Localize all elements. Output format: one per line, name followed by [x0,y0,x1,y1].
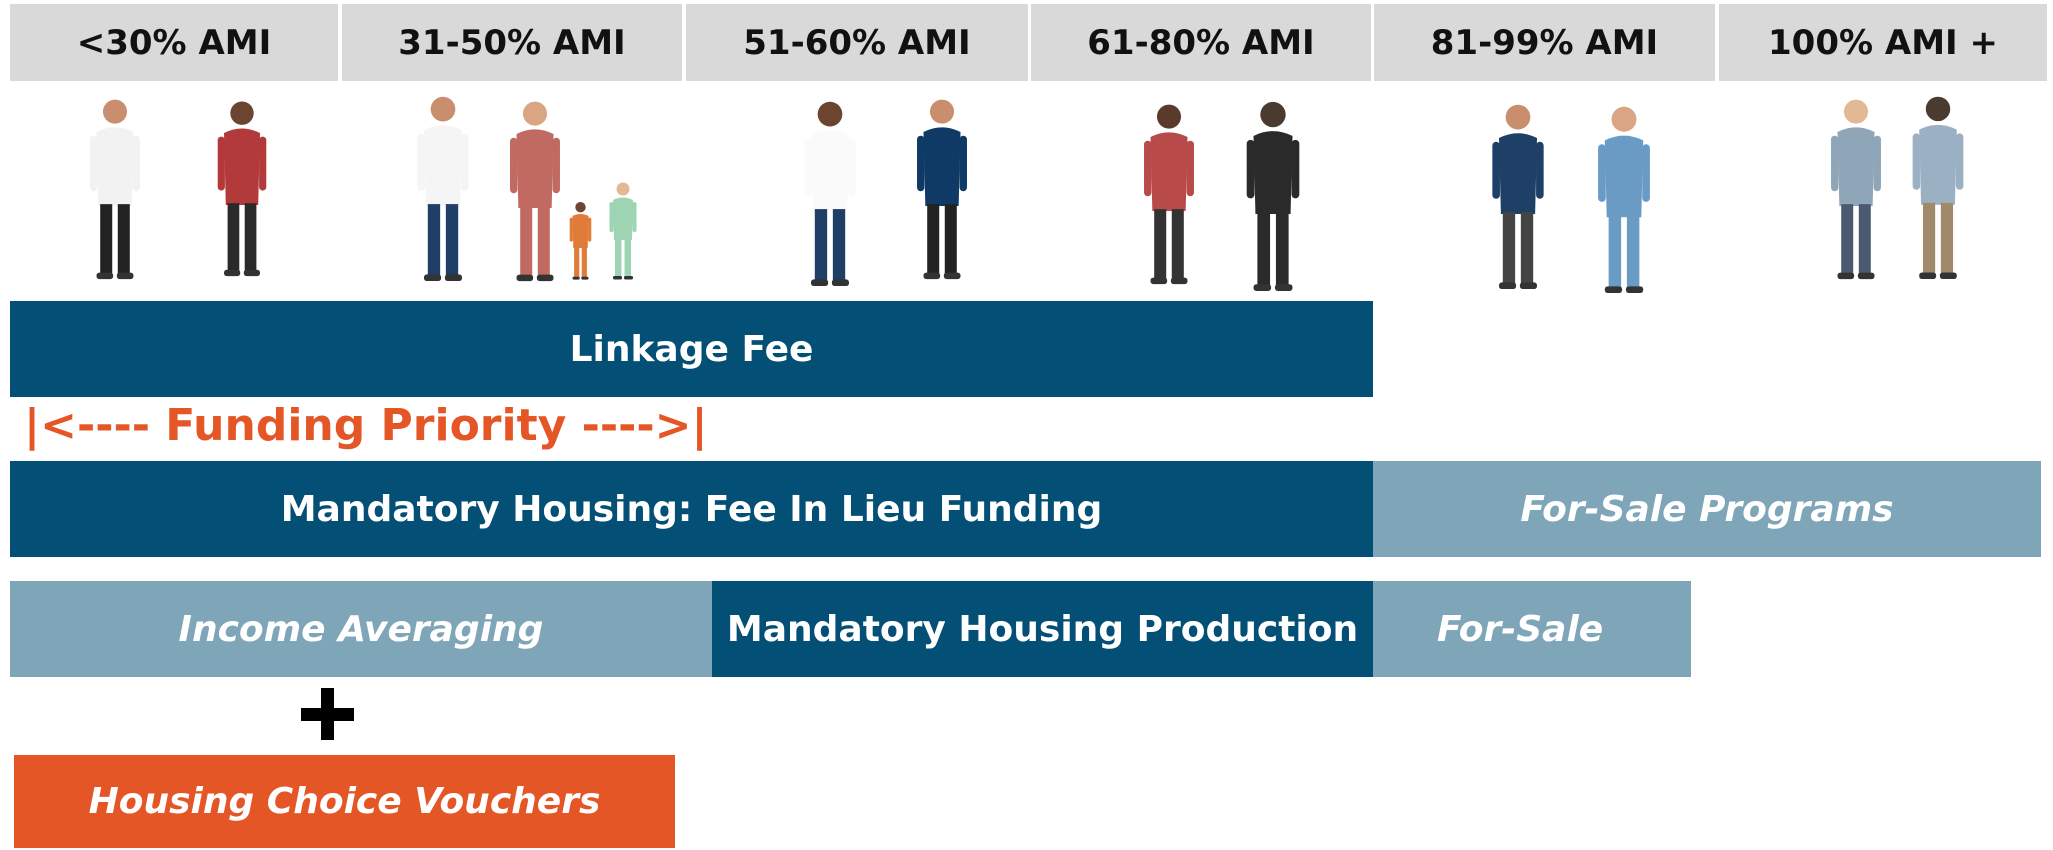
bar: Housing Choice Vouchers [14,755,675,848]
page: <30% AMI 31-50% AMI 51-60% AMI 61-80% AM… [0,0,2053,850]
annotation: |<---- Funding Priority ---->| [24,400,708,451]
bar: Linkage Fee [10,301,1373,397]
bar: For-Sale [1373,581,1691,677]
bar: Income Averaging [10,581,712,677]
bar: Mandatory Housing: Fee In Lieu Funding [10,461,1373,557]
bar: For-Sale Programs [1373,461,2041,557]
bar: Mandatory Housing Production [712,581,1373,677]
illustrations [0,0,2053,300]
